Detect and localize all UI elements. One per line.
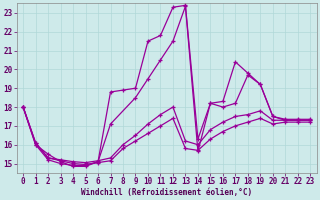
X-axis label: Windchill (Refroidissement éolien,°C): Windchill (Refroidissement éolien,°C) [81,188,252,197]
